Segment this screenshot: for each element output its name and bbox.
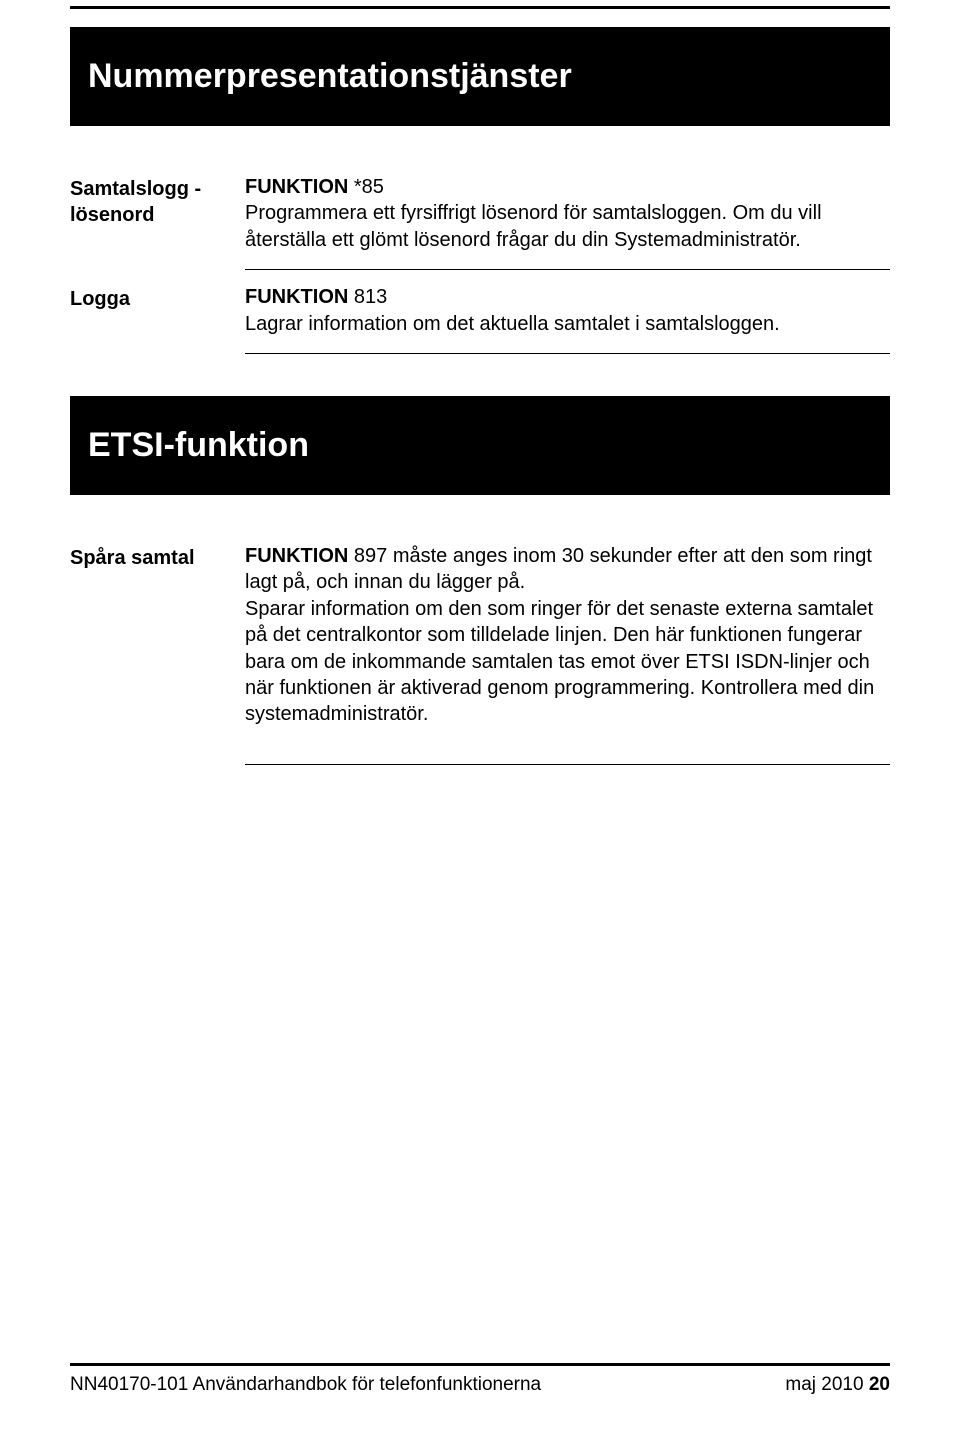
row-divider [70,764,890,765]
row-label: Samtalslogg - lösenord [70,174,245,228]
feature-block-spara-samtal: Spåra samtal FUNKTION 897 måste anges in… [70,543,890,765]
row-content: FUNKTION 897 måste anges inom 30 sekunde… [245,543,890,728]
section-banner-nummerpresentation: Nummerpresentationstjänster [70,27,890,126]
label-line: Samtalslogg - [70,176,245,202]
row-divider [70,353,890,354]
description-text: Lagrar information om det aktuella samta… [245,311,890,337]
row-label: Logga [70,284,245,312]
row-divider [70,269,890,270]
function-label: FUNKTION [245,286,348,308]
function-line: FUNKTION 897 måste anges inom 30 sekunde… [245,543,890,596]
function-code: *85 [348,176,384,198]
table-row: Logga FUNKTION 813 Lagrar information om… [70,284,890,337]
description-text: Programmera ett fyrsiffrigt lösenord för… [245,200,890,253]
page-footer: NN40170-101 Användarhandbok för telefonf… [70,1363,890,1396]
feature-block-samtalslogg: Samtalslogg - lösenord FUNKTION *85 Prog… [70,174,890,354]
function-line: FUNKTION *85 [245,174,890,200]
function-line: FUNKTION 813 [245,284,890,310]
footer-right: maj 2010 20 [785,1374,890,1396]
description-text: Sparar information om den som ringer för… [245,596,890,728]
function-code: 897 [348,545,392,567]
page-number: 20 [869,1374,890,1395]
top-rule [70,6,890,9]
table-row: Samtalslogg - lösenord FUNKTION *85 Prog… [70,174,890,253]
footer-rule [70,1363,890,1366]
function-label: FUNKTION [245,545,348,567]
function-label: FUNKTION [245,176,348,198]
footer-text: NN40170-101 Användarhandbok för telefonf… [70,1374,890,1396]
footer-date: maj 2010 [785,1374,868,1395]
section-banner-etsi: ETSI-funktion [70,396,890,495]
table-row: Spåra samtal FUNKTION 897 måste anges in… [70,543,890,728]
row-content: FUNKTION *85 Programmera ett fyrsiffrigt… [245,174,890,253]
label-line: lösenord [70,202,245,228]
row-label: Spåra samtal [70,543,245,571]
row-content: FUNKTION 813 Lagrar information om det a… [245,284,890,337]
footer-left: NN40170-101 Användarhandbok för telefonf… [70,1374,541,1396]
function-code: 813 [348,286,387,308]
